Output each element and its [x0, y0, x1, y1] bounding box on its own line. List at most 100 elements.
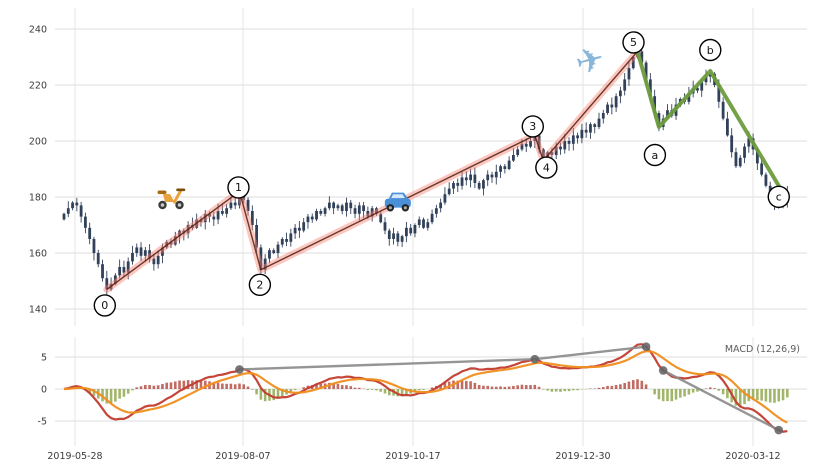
candle-body: [529, 141, 532, 147]
candle-body: [721, 101, 725, 119]
wave-circle-label: 0: [101, 299, 108, 312]
macd-histogram-bar: [760, 389, 763, 401]
wave-circle-label: c: [776, 191, 782, 204]
candle-body: [340, 205, 344, 211]
candle-body: [293, 227, 297, 234]
candle-body: [315, 211, 318, 220]
macd-histogram-bar: [738, 389, 742, 407]
candle-body: [255, 225, 258, 248]
macd-histogram-bar: [345, 385, 348, 389]
macd-histogram-bar: [332, 383, 335, 389]
candle-body: [584, 129, 588, 133]
candle-body: [113, 275, 117, 284]
candle-body: [96, 253, 100, 265]
candle-body: [648, 79, 652, 97]
macd-histogram-bar: [469, 381, 472, 389]
macd-pivot-line: [662, 369, 780, 432]
candle-body: [135, 247, 139, 253]
candle-body: [250, 211, 254, 225]
macd-histogram-bar: [405, 389, 408, 395]
macd-histogram-bar: [379, 389, 383, 392]
macd-histogram-bar: [601, 387, 605, 389]
candle-body: [105, 278, 109, 290]
candle-body: [126, 261, 130, 273]
macd-histogram-bar: [139, 386, 143, 389]
macd-histogram-bar: [606, 385, 609, 389]
candle-body: [554, 146, 558, 155]
candle-body: [614, 96, 618, 108]
macd-histogram-bar: [691, 389, 695, 393]
candle-body: [332, 202, 336, 209]
macd-histogram-bar: [161, 384, 164, 389]
macd-histogram-bar: [358, 387, 361, 389]
wave-circle: [227, 176, 250, 199]
macd-histogram-bar: [122, 389, 126, 397]
macd-histogram-bar: [165, 382, 169, 389]
candle-body: [730, 135, 734, 153]
macd-histogram-bar: [88, 389, 91, 393]
wave-circle-label: b: [707, 44, 714, 57]
macd-histogram-bar: [109, 389, 113, 404]
candle-body: [396, 233, 400, 242]
macd-histogram-bar: [696, 389, 699, 392]
macd-histogram-bar: [456, 380, 460, 389]
candle-body: [173, 236, 177, 245]
candle-body: [169, 241, 173, 245]
candle-body: [357, 205, 361, 214]
candle-body: [439, 202, 443, 209]
candle-body: [447, 188, 451, 195]
macd-histogram-bar: [340, 385, 344, 389]
macd-histogram-bar: [272, 389, 276, 401]
macd-histogram-bar: [529, 385, 532, 389]
wave-labels: 0 1 2 3 4 5 a b c: [93, 31, 790, 317]
candle-body: [490, 174, 494, 178]
macd-histogram-bar: [238, 383, 241, 389]
correction-wave-line: [635, 49, 781, 188]
macd-histogram-bar: [144, 384, 147, 389]
candle-body: [717, 85, 721, 102]
macd-histogram-bar: [494, 386, 498, 389]
candle-body: [349, 202, 353, 209]
macd-histogram-bar: [507, 386, 511, 389]
candle-body: [229, 202, 233, 209]
candle-body: [139, 247, 143, 256]
macd-histogram-bar: [114, 389, 117, 402]
macd-histogram-bar: [233, 384, 237, 389]
candle-body: [366, 211, 370, 217]
macd-histogram-bar: [717, 389, 721, 391]
candle-body: [434, 208, 438, 214]
candle-body: [512, 155, 515, 161]
macd-histogram-bar: [126, 389, 130, 394]
macd-histogram-bar: [670, 389, 674, 402]
candle-body: [704, 76, 708, 83]
candle-body: [580, 129, 584, 139]
candle-body: [734, 152, 738, 167]
macd-histogram-bar: [554, 389, 558, 392]
macd-histogram-bar: [524, 385, 528, 389]
macd-histogram-bar: [589, 388, 592, 389]
candle-body: [760, 163, 764, 175]
macd-pivot-dot: [774, 425, 784, 435]
impulse-wave-line: [103, 47, 642, 293]
macd-histogram-bar: [644, 384, 648, 389]
macd-pivot-dot: [235, 365, 244, 374]
candle-body: [567, 141, 571, 144]
macd-histogram-bar: [152, 385, 156, 389]
macd-pivot-dot: [530, 354, 540, 364]
candle-body: [302, 222, 306, 231]
candle-body: [225, 208, 229, 214]
macd-histogram-bar: [246, 386, 250, 389]
candle-body: [405, 227, 408, 237]
wave-circle-label: 3: [529, 120, 536, 133]
candle-body: [426, 222, 430, 228]
candle-body: [289, 233, 293, 242]
macd-histogram-bar: [572, 389, 575, 391]
candle-body: [482, 180, 485, 189]
candle-body: [422, 219, 425, 228]
wave-circle-label: a: [652, 149, 659, 162]
candle-body: [666, 110, 669, 119]
wave-circle-4: 4: [535, 156, 558, 179]
macd-histogram-bar: [674, 389, 678, 400]
wave-circle: [535, 156, 558, 179]
